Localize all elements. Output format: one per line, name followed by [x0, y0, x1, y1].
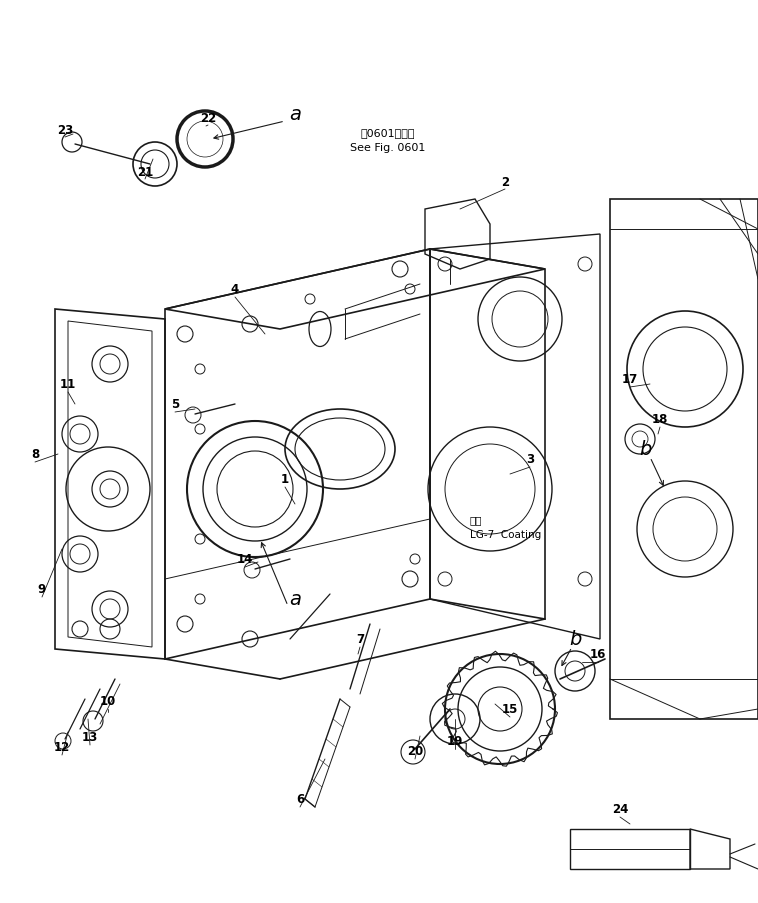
Text: 3: 3: [526, 453, 534, 466]
Text: 塗布: 塗布: [470, 515, 483, 525]
Text: 13: 13: [82, 731, 98, 744]
Text: b: b: [639, 440, 651, 459]
Bar: [570, 829, 690, 869]
Text: 9: 9: [38, 582, 46, 596]
Text: a: a: [289, 590, 301, 609]
Text: 24: 24: [612, 803, 628, 815]
Text: 15: 15: [502, 703, 518, 716]
Text: 22: 22: [200, 111, 216, 125]
Text: 7: 7: [356, 633, 364, 646]
Text: 2: 2: [501, 175, 509, 189]
Text: b: b: [568, 629, 581, 648]
Text: 8: 8: [31, 448, 39, 461]
Text: 1: 1: [281, 473, 289, 486]
Text: 11: 11: [60, 378, 76, 391]
Text: 10: 10: [100, 694, 116, 708]
Circle shape: [62, 133, 82, 153]
Text: 第0601図参照: 第0601図参照: [361, 128, 415, 138]
Text: 23: 23: [57, 124, 73, 136]
Text: 21: 21: [137, 165, 153, 178]
Text: 16: 16: [590, 647, 606, 661]
Text: 14: 14: [236, 553, 253, 566]
Text: See Fig. 0601: See Fig. 0601: [350, 143, 426, 153]
Text: 17: 17: [622, 373, 638, 386]
Text: 4: 4: [231, 284, 239, 296]
Text: LG-7  Coating: LG-7 Coating: [470, 529, 541, 539]
Text: 20: 20: [407, 745, 423, 758]
Text: 5: 5: [171, 398, 179, 411]
Text: 6: 6: [296, 793, 304, 805]
Text: a: a: [289, 106, 301, 125]
Text: 18: 18: [652, 413, 669, 426]
Text: 12: 12: [54, 740, 70, 754]
Text: 19: 19: [446, 735, 463, 748]
